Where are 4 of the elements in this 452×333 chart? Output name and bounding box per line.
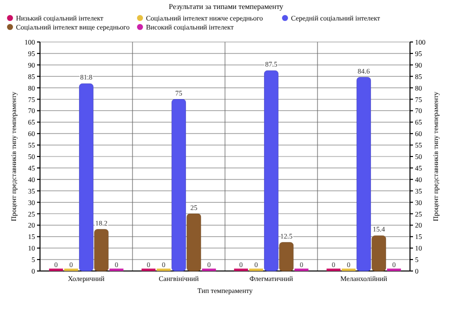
bar <box>356 77 371 272</box>
bar <box>79 83 94 272</box>
bar <box>264 70 278 272</box>
bar <box>172 99 186 272</box>
